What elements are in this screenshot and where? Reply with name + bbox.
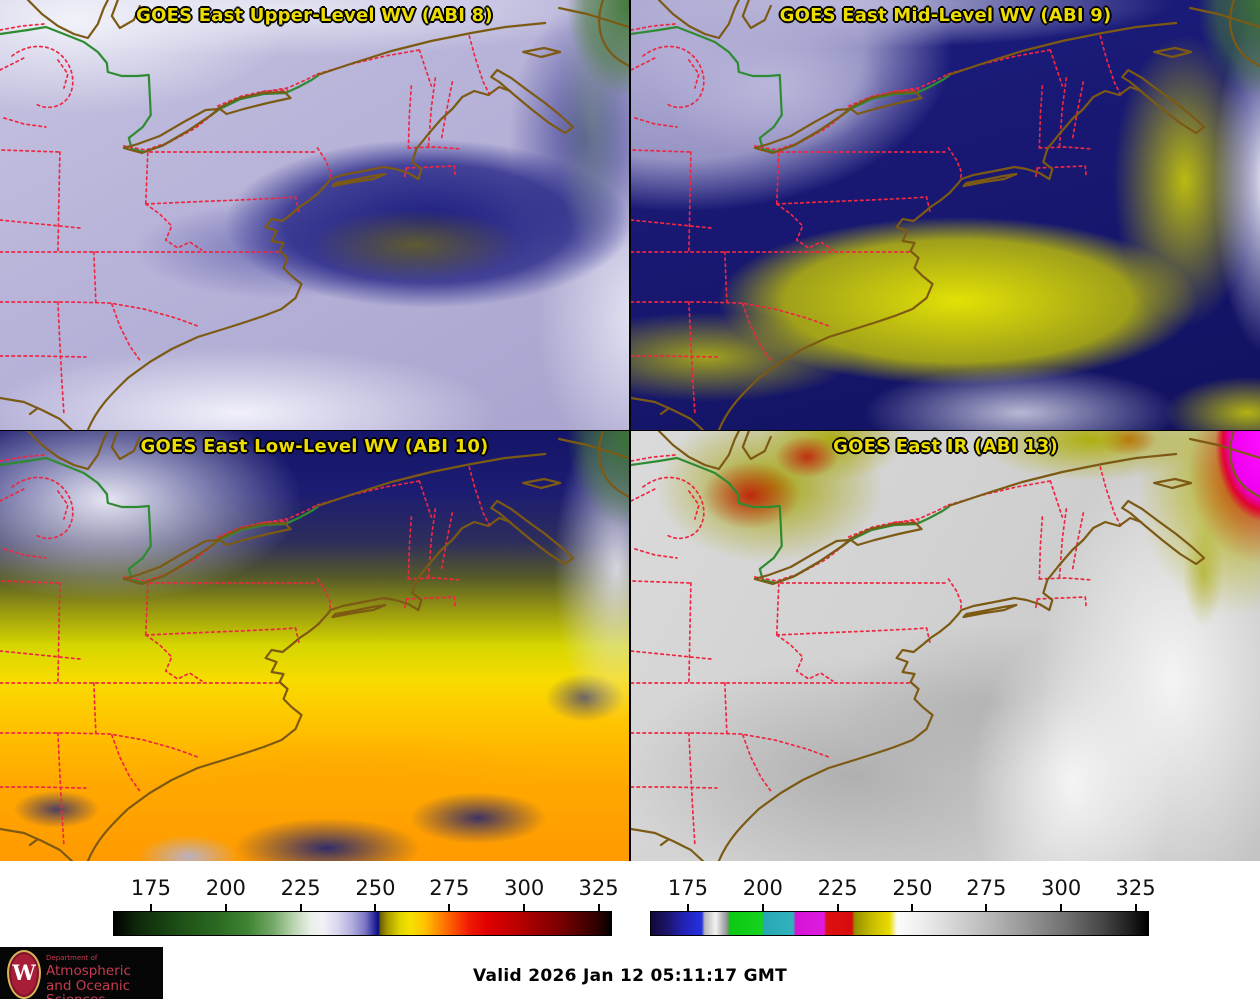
- panel-title-upper-wv: GOES East Upper-Level WV (ABI 8): [136, 5, 493, 26]
- tick-mark: [836, 904, 839, 911]
- satellite-image-upper-wv: [0, 0, 629, 430]
- aos-logo: W Department of Atmospheric and Oceanic …: [0, 947, 163, 999]
- colorbar-gradient-ir: [650, 911, 1149, 936]
- tick-label: 225: [280, 876, 321, 900]
- panel-low-level-wv: GOES East Low-Level WV (ABI 10): [0, 431, 629, 861]
- tick-mark: [374, 904, 377, 911]
- panel-title-mid-wv: GOES East Mid-Level WV (ABI 9): [779, 5, 1112, 26]
- panel-mid-level-wv: GOES East Mid-Level WV (ABI 9): [631, 0, 1260, 430]
- colorbar-gradient-wv: [113, 911, 612, 936]
- tick-mark: [597, 904, 600, 911]
- panel-title-low-wv: GOES East Low-Level WV (ABI 10): [140, 436, 489, 457]
- panel-upper-level-wv: GOES East Upper-Level WV (ABI 8): [0, 0, 629, 430]
- tick-label: 225: [817, 876, 858, 900]
- tick-label: 300: [504, 876, 545, 900]
- tick-mark: [686, 904, 689, 911]
- valid-time-text: Valid 2026 Jan 12 05:11:17 GMT: [472, 966, 788, 986]
- tick-mark: [761, 904, 764, 911]
- tick-label: 175: [130, 876, 171, 900]
- satellite-image-ir: [631, 431, 1260, 861]
- tick-label: 275: [966, 876, 1007, 900]
- tick-mark: [1134, 904, 1137, 911]
- colorbar-ir: 175 200 225 250 275 300 325: [650, 861, 1156, 945]
- tick-label: 325: [578, 876, 619, 900]
- tick-label: 175: [667, 876, 708, 900]
- tick-mark: [985, 904, 988, 911]
- tick-label: 300: [1041, 876, 1082, 900]
- colorbar-ir-tick-marks: [650, 904, 1149, 911]
- tick-mark: [1060, 904, 1063, 911]
- colorbar-ir-tick-labels: 175 200 225 250 275 300 325: [650, 876, 1156, 902]
- tick-mark: [448, 904, 451, 911]
- panel-ir: GOES East IR (ABI 13): [631, 431, 1260, 861]
- tick-label: 200: [742, 876, 783, 900]
- crest-monogram: W: [12, 960, 36, 985]
- tick-label: 325: [1115, 876, 1156, 900]
- logo-line-1: Atmospheric: [46, 963, 131, 980]
- colorbar-wv: 175 200 225 250 275 300 325: [113, 861, 619, 945]
- tick-label: 250: [892, 876, 933, 900]
- map-overlay: [631, 431, 1260, 861]
- map-overlay: [631, 0, 1260, 430]
- panel-title-ir: GOES East IR (ABI 13): [833, 436, 1058, 457]
- satellite-image-low-wv: [0, 431, 629, 861]
- tick-label: 250: [355, 876, 396, 900]
- tick-mark: [224, 904, 227, 911]
- map-overlay: [0, 0, 629, 430]
- logo-line-2: and Oceanic Sciences: [46, 977, 131, 999]
- imagery-grid: GOES East Upper-Level WV (ABI 8) GOES Ea…: [0, 0, 1260, 861]
- colorbar-wv-tick-labels: 175 200 225 250 275 300 325: [113, 876, 619, 902]
- uw-crest-icon: W: [7, 950, 41, 999]
- tick-label: 275: [429, 876, 470, 900]
- tick-label: 200: [205, 876, 246, 900]
- colorbar-wv-tick-marks: [113, 904, 612, 911]
- tick-mark: [523, 904, 526, 911]
- logo-dept-line: Department of: [46, 954, 98, 962]
- map-overlay: [0, 431, 629, 861]
- tick-mark: [911, 904, 914, 911]
- tick-mark: [149, 904, 152, 911]
- tick-mark: [299, 904, 302, 911]
- satellite-image-mid-wv: [631, 0, 1260, 430]
- logo-text: Department of Atmospheric and Oceanic Sc…: [46, 954, 163, 999]
